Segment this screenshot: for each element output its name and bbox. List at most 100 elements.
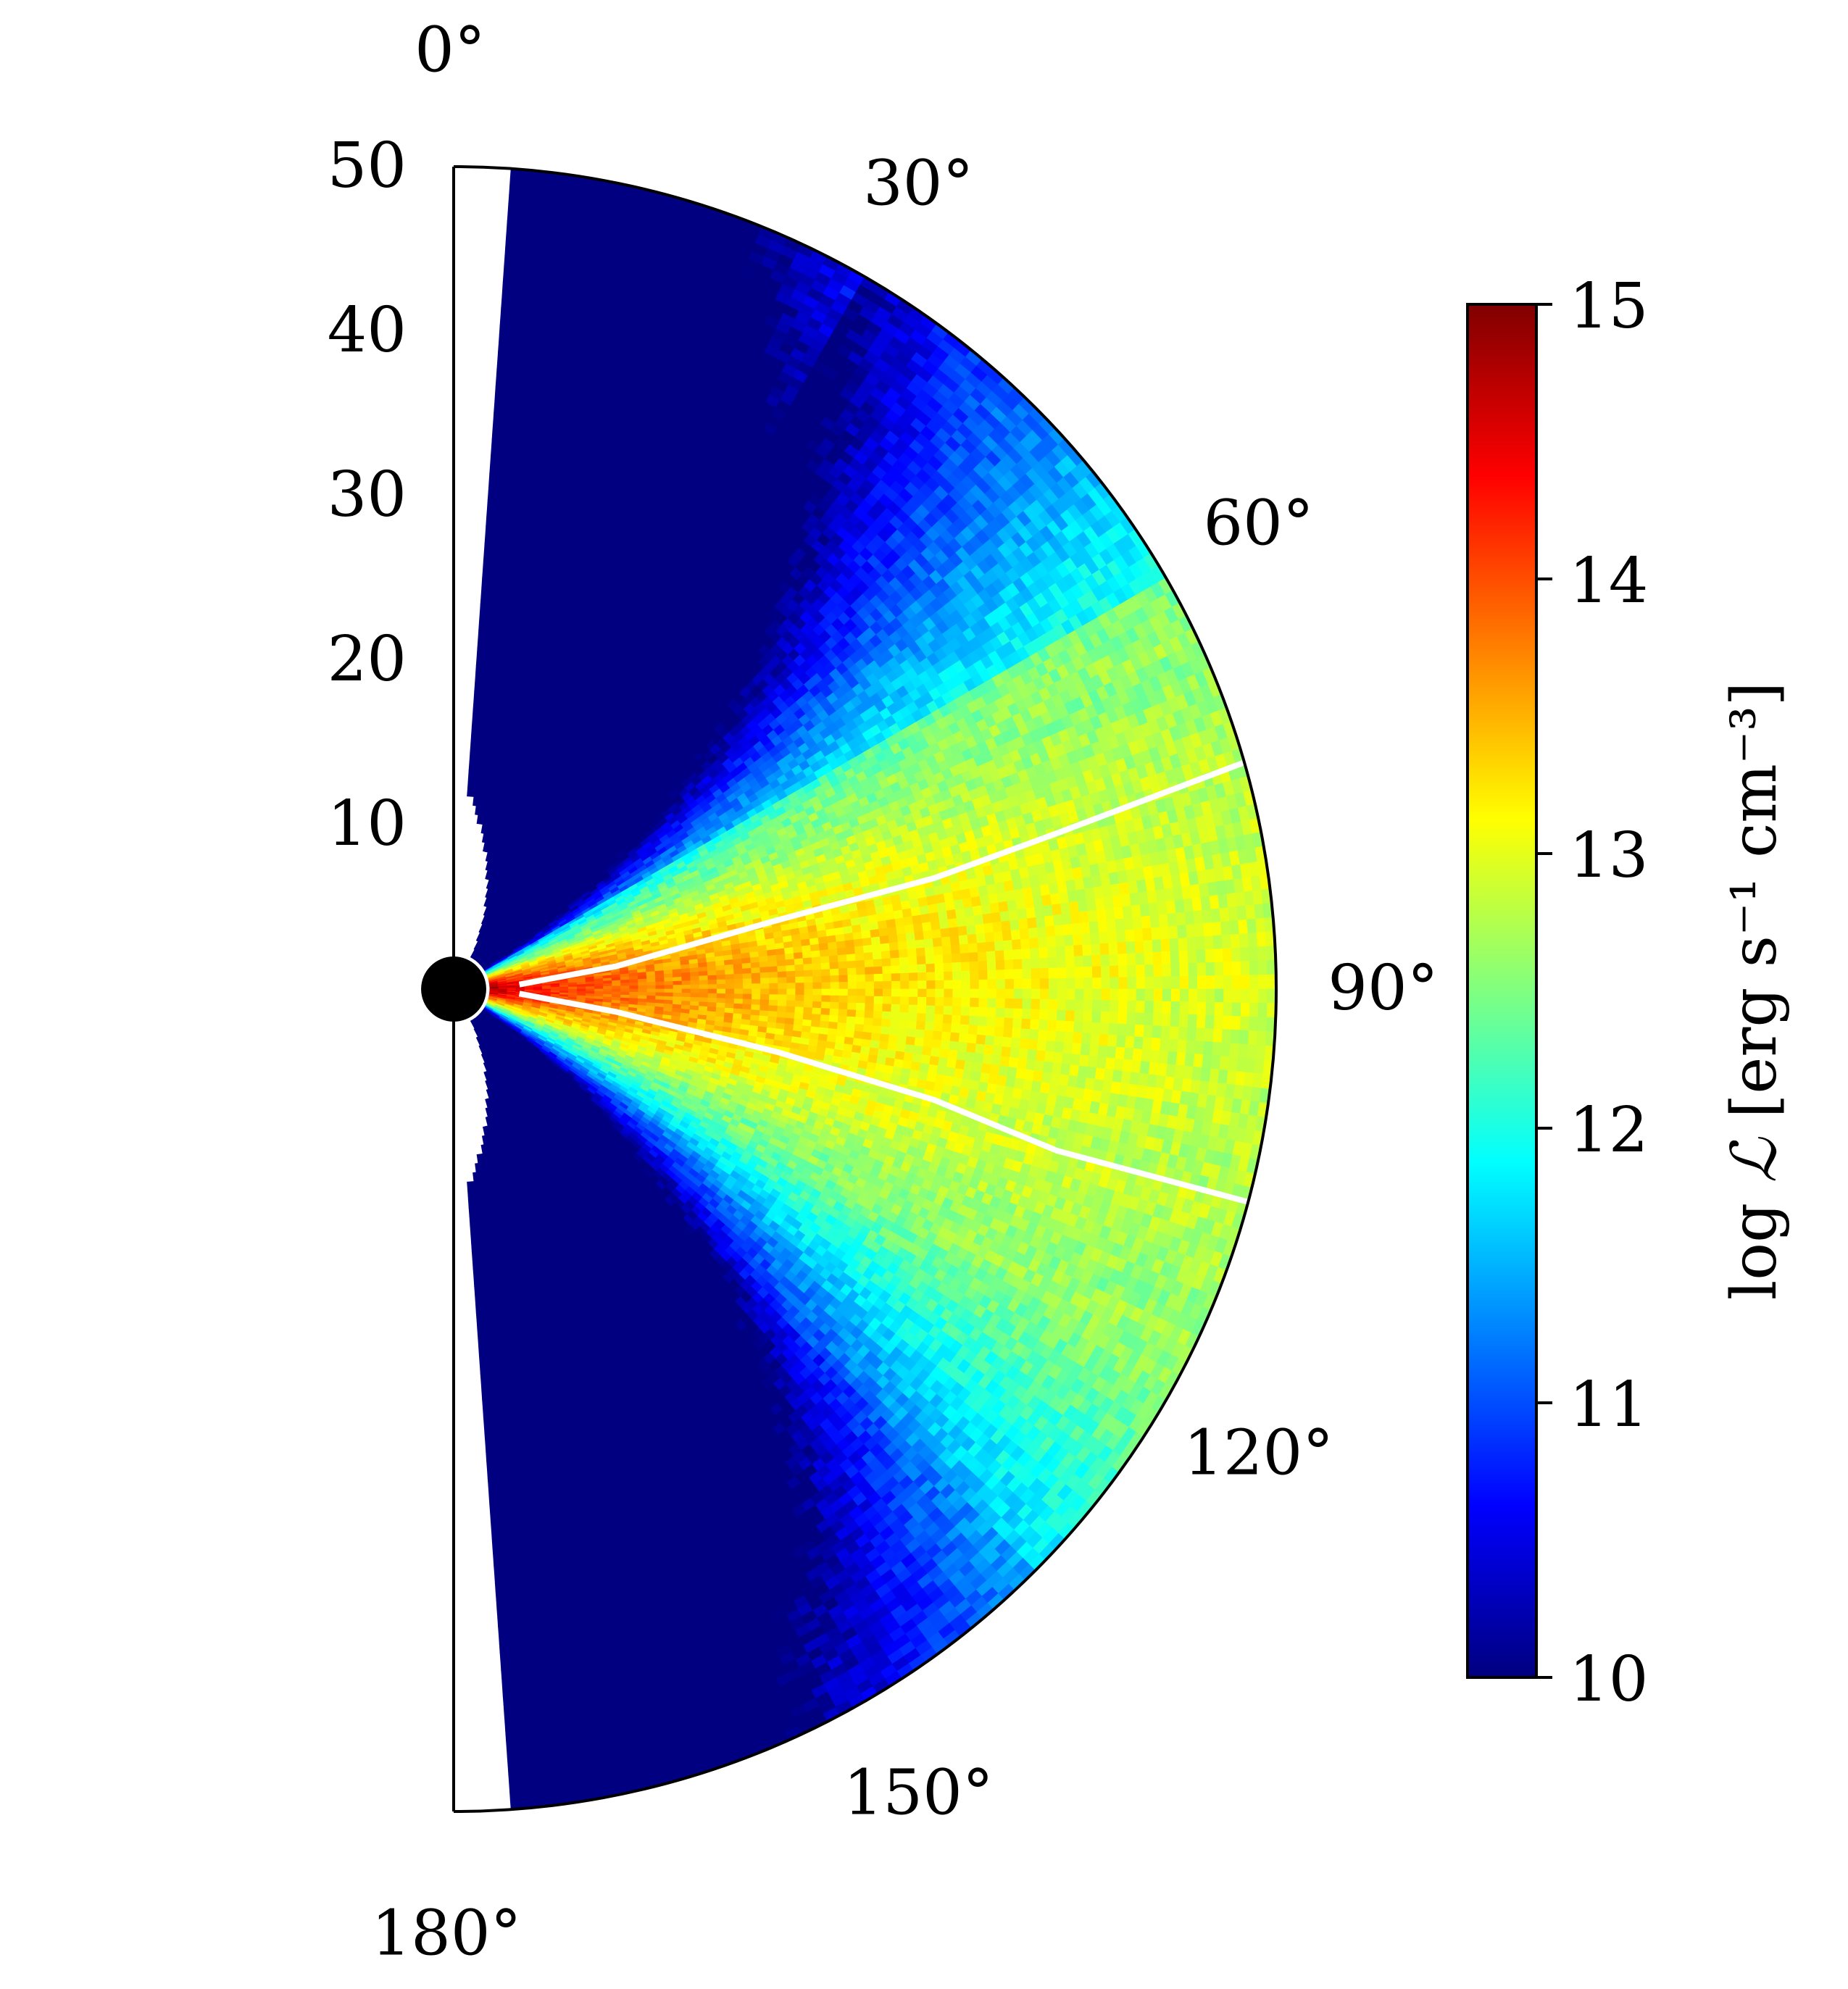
heatmap-cell [759, 999, 770, 1006]
heatmap-cell [725, 983, 735, 990]
heatmap-cell [725, 969, 735, 975]
heatmap-cell [759, 967, 770, 974]
heatmap-cell [467, 1181, 472, 1191]
heatmap-cell [655, 977, 665, 983]
heatmap-cell [468, 1207, 474, 1217]
heatmap-cell [733, 968, 744, 975]
heatmap-cell [577, 986, 587, 990]
heatmap-cell [646, 977, 657, 983]
heatmap-cell [620, 985, 630, 990]
heatmap-cell [473, 1172, 478, 1182]
heatmap-cell [742, 1004, 752, 1011]
heatmap-cell [742, 993, 753, 1000]
heatmap-cell [471, 1251, 478, 1261]
heatmap-cell [759, 977, 770, 985]
heatmap-cell [612, 985, 622, 990]
heatmap-cell [629, 985, 639, 990]
heatmap-cell [680, 972, 691, 977]
heatmap-cell [473, 1268, 480, 1279]
heatmap-cell [699, 993, 709, 998]
heatmap-cell [707, 988, 717, 994]
heatmap-cell [707, 970, 717, 977]
heatmap-cell [743, 988, 752, 995]
heatmap-cell [638, 978, 648, 983]
heatmap-cell [733, 978, 744, 985]
heatmap-cell [750, 962, 761, 969]
heatmap-cell [725, 993, 735, 999]
heatmap-cell [716, 998, 726, 1004]
heatmap-cell [751, 998, 761, 1006]
heatmap-cell [742, 978, 753, 985]
heatmap-cell [655, 988, 665, 993]
heatmap-cell [690, 984, 700, 990]
heatmap-cell [612, 988, 622, 993]
heatmap-cell [751, 1004, 761, 1012]
heatmap-cell [646, 992, 657, 997]
heatmap-cell [724, 964, 735, 971]
heatmap-cell [473, 1277, 480, 1288]
heatmap-cell [672, 972, 683, 978]
heatmap-cell [469, 1216, 475, 1226]
heatmap-cell [751, 972, 761, 980]
heatmap-cell [620, 988, 630, 993]
heatmap-cell [629, 982, 639, 987]
heatmap-cell [760, 988, 770, 996]
heatmap-cell [471, 1242, 478, 1252]
heatmap-cell [760, 983, 770, 990]
heatmap-cell [646, 988, 657, 993]
heatmap-cell [733, 993, 744, 1000]
heatmap-cell [690, 980, 700, 985]
heatmap-cell [759, 1004, 770, 1012]
heatmap-cell [681, 976, 691, 982]
heatmap-cell [699, 975, 709, 981]
heatmap-cell [673, 977, 683, 982]
heatmap-cell [594, 983, 604, 988]
heatmap-cell [743, 983, 752, 990]
heatmap-cell [699, 997, 709, 1003]
heatmap-cell [725, 1003, 735, 1009]
heatmap-cell [725, 974, 735, 980]
heatmap-cell [673, 992, 683, 998]
heatmap-cell [673, 980, 683, 986]
heatmap-cell [603, 985, 613, 990]
heatmap-cell [673, 985, 683, 990]
heatmap-cell [716, 979, 726, 985]
heatmap-cell [638, 982, 648, 987]
heatmap-cell [759, 972, 770, 979]
heatmap-cell [467, 1198, 473, 1209]
heatmap-cell [470, 1233, 477, 1243]
heatmap-cell [733, 963, 744, 970]
heatmap-cell [664, 985, 674, 990]
heatmap-cell [725, 998, 735, 1004]
heatmap-cell [751, 993, 762, 1001]
heatmap-cell [716, 970, 726, 976]
heatmap-cell [716, 993, 726, 999]
heatmap-cell [733, 973, 744, 980]
heatmap-cell [707, 979, 717, 985]
heatmap-cell [655, 981, 665, 986]
heatmap-cell [699, 984, 709, 990]
heatmap-cell [749, 956, 760, 964]
heatmap-cell [681, 996, 691, 1002]
heatmap-cell [690, 988, 700, 994]
heatmap-cell [759, 993, 770, 1001]
heatmap-cell [620, 983, 630, 987]
heatmap-cell [559, 986, 569, 990]
heatmap-cell [467, 1190, 473, 1200]
heatmap-cell [690, 993, 700, 998]
heatmap-cell [474, 1285, 481, 1296]
heatmap-cell [470, 1225, 476, 1235]
heatmap-cell [707, 984, 717, 990]
heatmap-cell [699, 980, 709, 985]
heatmap-cell [741, 962, 752, 970]
heatmap-cell [742, 967, 752, 975]
heatmap-cell [681, 984, 691, 990]
heatmap-cell [664, 980, 674, 986]
heatmap-cell [742, 998, 752, 1005]
heatmap-cell [734, 983, 744, 990]
heatmap-cell [655, 985, 665, 990]
heatmap-cell [707, 997, 717, 1004]
heatmap-cell [707, 993, 717, 999]
heatmap-cell [734, 988, 744, 995]
